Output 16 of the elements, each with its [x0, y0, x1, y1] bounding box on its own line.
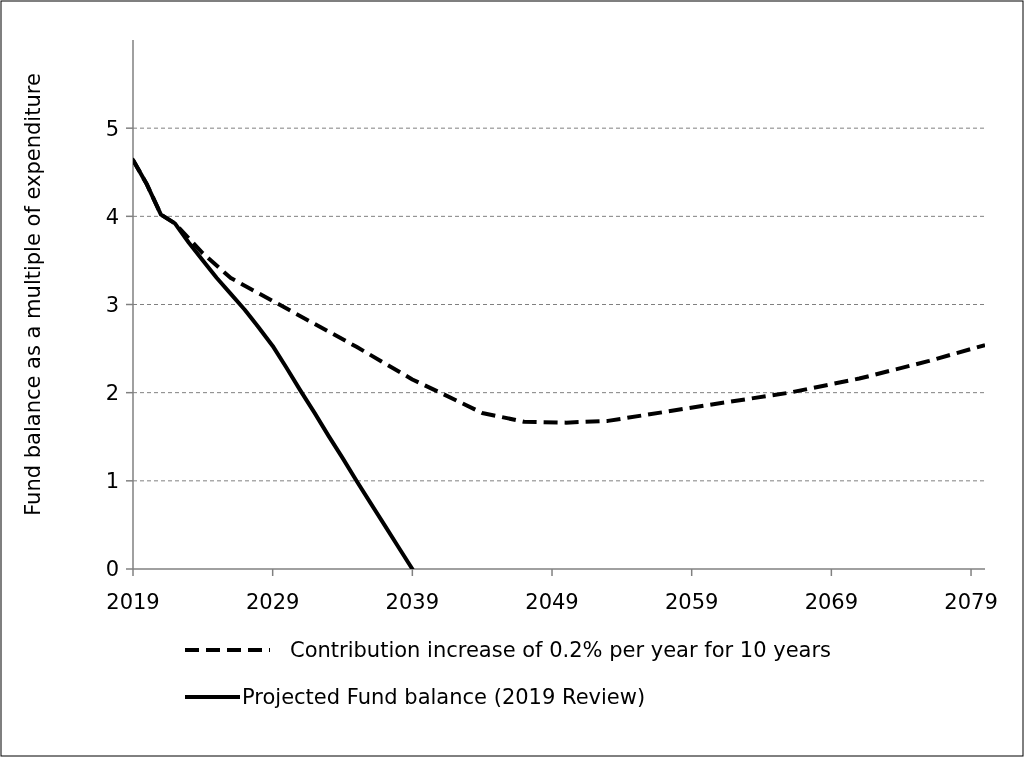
y-axis-title: Fund balance as a multiple of expenditure: [21, 73, 45, 516]
y-tick-label: 0: [105, 557, 119, 582]
x-tick-label: 2079: [944, 590, 998, 614]
y-tick-label: 5: [105, 116, 119, 141]
x-tick-label: 2069: [804, 590, 859, 614]
x-tick-label: 2019: [106, 590, 160, 614]
x-tick-label: 2049: [525, 590, 579, 614]
legend-label: Contribution increase of 0.2% per year for 10 years: [290, 638, 832, 663]
x-tick-label: 2039: [385, 590, 440, 614]
y-tick-label: 1: [105, 469, 119, 494]
y-tick-label: 3: [105, 292, 119, 317]
x-tick-label: 2029: [245, 590, 300, 614]
y-tick-label: 2: [105, 381, 119, 406]
x-tick-label: 2059: [664, 590, 719, 614]
y-tick-label: 4: [105, 204, 119, 229]
legend-label: Projected Fund balance (2019 Review): [242, 685, 646, 710]
